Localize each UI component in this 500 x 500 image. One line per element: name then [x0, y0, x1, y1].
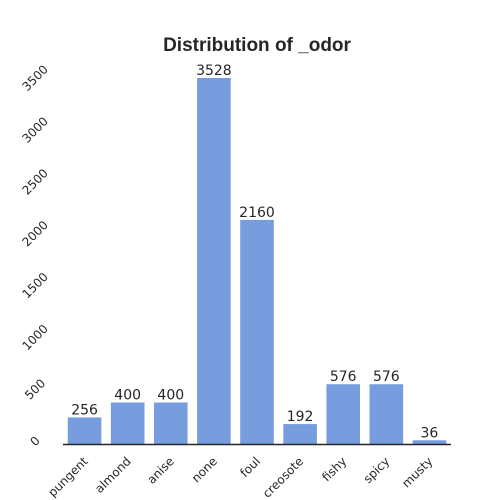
x-tick-label: almond [92, 454, 134, 496]
x-tick-label: creosote [260, 454, 306, 500]
bar-pungent [68, 417, 102, 444]
y-tick-label: 3500 [19, 62, 50, 93]
x-tick-label: anise [144, 454, 176, 486]
y-tick-label: 2500 [19, 166, 50, 197]
y-tick-label: 1500 [19, 270, 50, 301]
x-tick-label: pungent [45, 454, 91, 500]
y-axis-ticks: 0 500 1000 1500 2000 2500 3000 3500 [19, 62, 50, 448]
chart-title: Distribution of _odor [163, 35, 351, 56]
y-tick-label: 3000 [19, 114, 50, 145]
y-tick-label: 0 [28, 434, 43, 449]
bar-foul [240, 220, 274, 444]
x-tick-label: none [189, 454, 220, 485]
bar-spicy [370, 384, 404, 444]
data-label: 3528 [196, 63, 232, 79]
y-tick-label: 2000 [19, 218, 50, 249]
y-tick-label: 500 [22, 376, 48, 402]
data-label: 36 [421, 425, 439, 441]
bar-anise [154, 403, 188, 444]
bar-creosote [283, 424, 317, 444]
x-tick-label: spicy [361, 454, 393, 486]
data-label: 576 [330, 369, 357, 385]
y-tick-label: 1000 [19, 322, 50, 353]
x-tick-label: fishy [319, 454, 349, 484]
data-label: 400 [157, 388, 184, 404]
data-label: 576 [373, 369, 400, 385]
data-label: 400 [114, 388, 141, 404]
bar-fishy [326, 384, 360, 444]
data-label: 2160 [239, 205, 275, 221]
x-tick-label: musty [399, 454, 435, 490]
bar-almond [111, 403, 145, 444]
bar-none [197, 78, 231, 444]
data-label: 256 [71, 402, 98, 418]
x-tick-label: foul [237, 454, 263, 480]
data-label: 192 [287, 409, 314, 425]
